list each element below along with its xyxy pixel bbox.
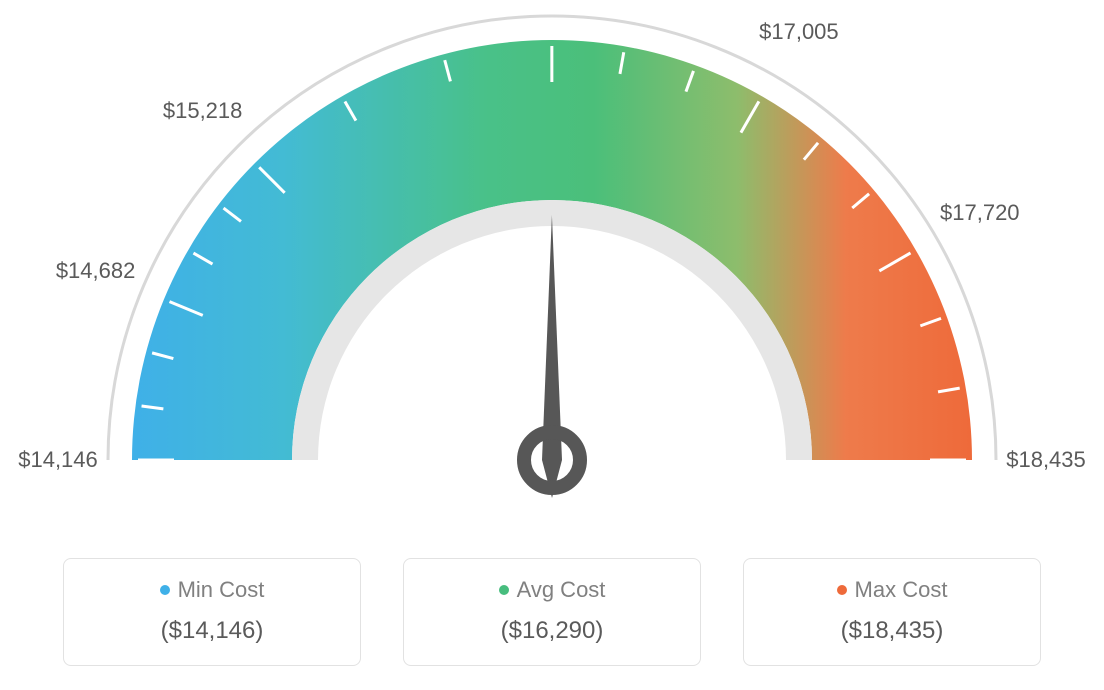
- gauge-chart-container: $14,146$14,682$15,218$16,290$17,005$17,7…: [0, 0, 1104, 690]
- legend-title-min: Min Cost: [64, 577, 360, 603]
- legend-title-avg-text: Avg Cost: [517, 577, 606, 603]
- scale-label: $17,005: [759, 19, 839, 45]
- legend-dot-max: [837, 585, 847, 595]
- scale-label: $18,435: [1006, 447, 1086, 473]
- scale-label: $17,720: [940, 200, 1020, 226]
- legend-title-max: Max Cost: [744, 577, 1040, 603]
- legend-value-max: ($18,435): [744, 617, 1040, 645]
- gauge-area: $14,146$14,682$15,218$16,290$17,005$17,7…: [0, 0, 1104, 550]
- scale-label: $15,218: [163, 98, 243, 124]
- legend-card-min: Min Cost ($14,146): [63, 558, 361, 666]
- legend-dot-min: [160, 585, 170, 595]
- legend-card-avg: Avg Cost ($16,290): [403, 558, 701, 666]
- legend-title-avg: Avg Cost: [404, 577, 700, 603]
- legend-dot-avg: [499, 585, 509, 595]
- legend-value-avg: ($16,290): [404, 617, 700, 645]
- scale-label: $14,682: [56, 258, 136, 284]
- legend-title-max-text: Max Cost: [855, 577, 948, 603]
- legend-value-min: ($14,146): [64, 617, 360, 645]
- scale-label: $14,146: [18, 447, 98, 473]
- gauge-svg: [0, 0, 1104, 550]
- legend-title-min-text: Min Cost: [178, 577, 265, 603]
- legend-row: Min Cost ($14,146) Avg Cost ($16,290) Ma…: [0, 558, 1104, 666]
- legend-card-max: Max Cost ($18,435): [743, 558, 1041, 666]
